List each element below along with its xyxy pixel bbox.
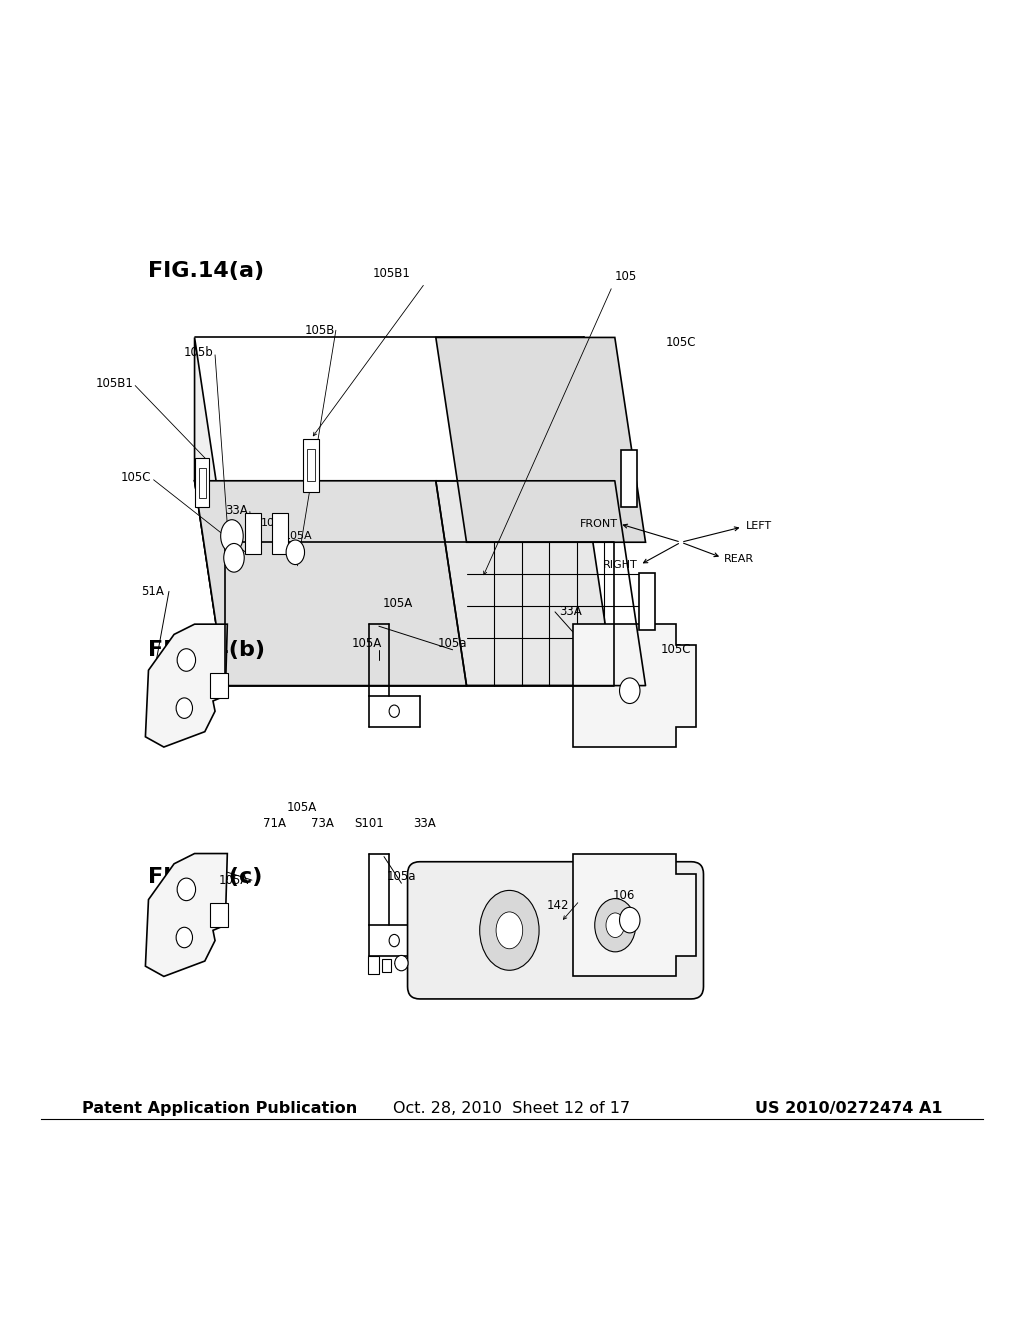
Polygon shape bbox=[145, 624, 227, 747]
Text: 105B1: 105B1 bbox=[95, 378, 133, 389]
Text: RIGHT: RIGHT bbox=[603, 560, 638, 570]
Ellipse shape bbox=[177, 878, 196, 900]
Ellipse shape bbox=[220, 520, 244, 553]
Polygon shape bbox=[573, 624, 696, 747]
Polygon shape bbox=[195, 480, 467, 685]
Ellipse shape bbox=[223, 544, 245, 572]
Polygon shape bbox=[639, 573, 655, 631]
Text: 51A: 51A bbox=[141, 585, 164, 598]
Ellipse shape bbox=[606, 913, 625, 937]
Bar bbox=[210, 903, 228, 927]
Ellipse shape bbox=[286, 540, 304, 565]
Text: 71A: 71A bbox=[263, 817, 286, 830]
Polygon shape bbox=[195, 480, 614, 685]
Ellipse shape bbox=[177, 648, 196, 672]
Text: 33A: 33A bbox=[559, 606, 582, 618]
Text: Oct. 28, 2010  Sheet 12 of 17: Oct. 28, 2010 Sheet 12 of 17 bbox=[393, 1101, 631, 1115]
Text: 106: 106 bbox=[612, 890, 635, 902]
Text: 105B: 105B bbox=[305, 323, 336, 337]
Text: 51A: 51A bbox=[283, 544, 305, 557]
Text: 105A: 105A bbox=[382, 597, 413, 610]
Ellipse shape bbox=[389, 705, 399, 717]
Text: US 2010/0272474 A1: US 2010/0272474 A1 bbox=[755, 1101, 942, 1115]
Polygon shape bbox=[272, 512, 289, 553]
Bar bbox=[368, 956, 379, 974]
Polygon shape bbox=[436, 338, 645, 543]
Text: 105C: 105C bbox=[660, 643, 691, 656]
Text: 105C: 105C bbox=[121, 471, 152, 484]
Text: REAR: REAR bbox=[724, 553, 754, 564]
Text: 105A: 105A bbox=[284, 531, 312, 541]
Text: 33A: 33A bbox=[414, 817, 436, 830]
Ellipse shape bbox=[620, 678, 640, 704]
Text: 105b: 105b bbox=[183, 346, 213, 359]
Text: 105C: 105C bbox=[666, 337, 696, 348]
Polygon shape bbox=[195, 338, 225, 685]
Text: 142: 142 bbox=[547, 899, 569, 912]
Text: 105A: 105A bbox=[351, 636, 382, 649]
Text: 105a: 105a bbox=[387, 870, 416, 883]
Text: Patent Application Publication: Patent Application Publication bbox=[82, 1101, 357, 1115]
Text: FIG.14(a): FIG.14(a) bbox=[148, 261, 264, 281]
Text: S101: S101 bbox=[353, 817, 384, 830]
Text: 105A: 105A bbox=[287, 801, 317, 814]
Bar bbox=[382, 960, 391, 973]
Text: 33A: 33A bbox=[225, 504, 248, 517]
Text: 105A: 105A bbox=[218, 874, 249, 887]
Polygon shape bbox=[621, 450, 637, 507]
Text: FIG.14(c): FIG.14(c) bbox=[148, 867, 263, 887]
Ellipse shape bbox=[595, 899, 636, 952]
Text: 105a: 105a bbox=[438, 636, 467, 649]
Text: 105a: 105a bbox=[261, 517, 289, 528]
Ellipse shape bbox=[479, 891, 539, 970]
Text: 73A: 73A bbox=[311, 817, 334, 830]
FancyBboxPatch shape bbox=[408, 862, 703, 999]
Polygon shape bbox=[195, 458, 209, 507]
Text: FRONT: FRONT bbox=[580, 519, 617, 529]
Ellipse shape bbox=[496, 912, 522, 949]
Text: LEFT: LEFT bbox=[745, 521, 772, 531]
Polygon shape bbox=[573, 854, 696, 977]
Text: FIG.14(b): FIG.14(b) bbox=[148, 640, 265, 660]
Ellipse shape bbox=[394, 956, 408, 970]
Bar bbox=[210, 673, 228, 698]
Ellipse shape bbox=[620, 907, 640, 933]
Text: 105: 105 bbox=[614, 271, 637, 284]
Polygon shape bbox=[303, 438, 319, 492]
Ellipse shape bbox=[176, 698, 193, 718]
Polygon shape bbox=[145, 854, 227, 977]
Ellipse shape bbox=[176, 927, 193, 948]
Ellipse shape bbox=[389, 935, 399, 946]
Polygon shape bbox=[245, 512, 261, 553]
Text: 105B1: 105B1 bbox=[373, 267, 410, 280]
